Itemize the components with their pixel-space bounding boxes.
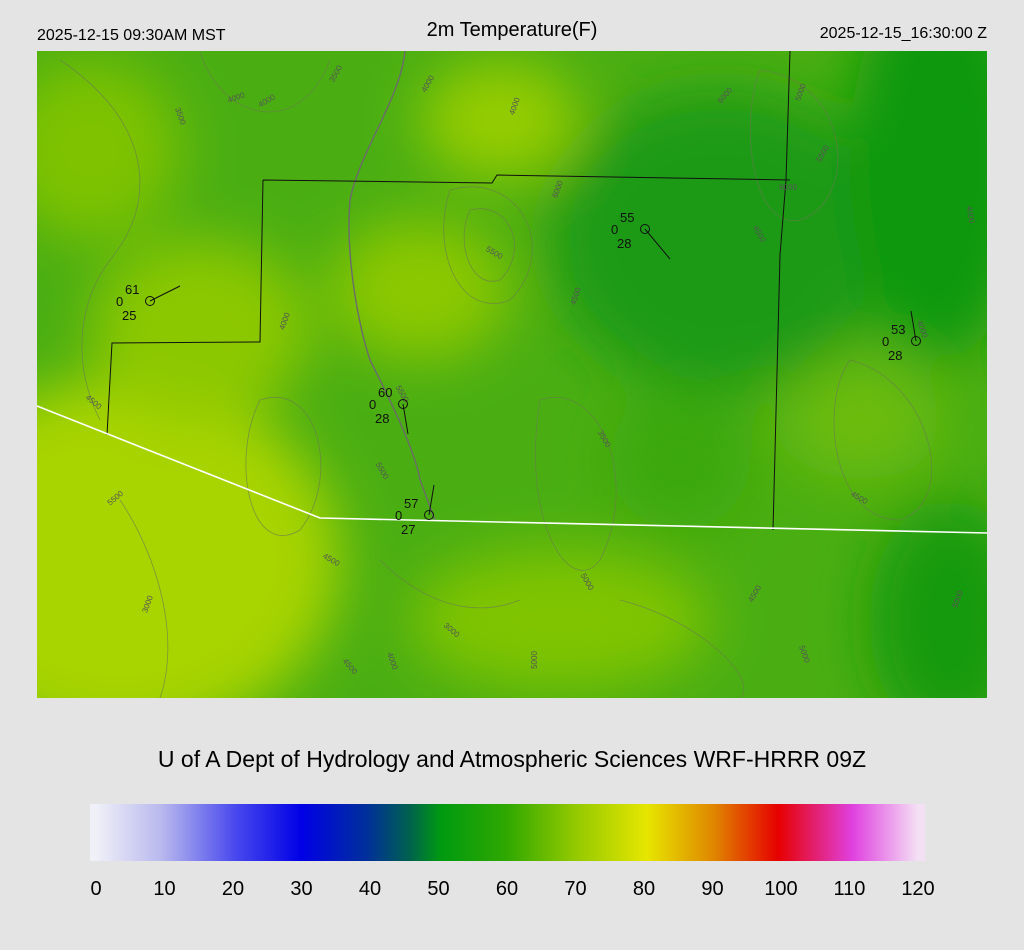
wind-barb (428, 484, 435, 516)
colorbar-tick-label: 0 (90, 878, 101, 900)
road (348, 51, 436, 521)
colorbar-tick-label: 90 (701, 878, 723, 900)
wind-barb (910, 310, 917, 342)
county-borders (106, 51, 791, 531)
state-border (37, 405, 987, 534)
colorbar-tick-label: 110 (834, 878, 866, 900)
colorbar-ticks: 0 10 20 30 40 50 60 70 80 90 100 110 120 (90, 878, 934, 900)
colorbar-tick-label: 120 (901, 878, 934, 900)
station-marker (145, 296, 155, 306)
station-temperature: 55 (620, 210, 634, 225)
station-wind: 0 (116, 294, 123, 309)
station-dewpoint: 28 (888, 348, 902, 363)
colorbar-tick-label: 20 (222, 878, 244, 900)
station-temperature: 61 (125, 282, 139, 297)
colorbar-tick-label: 80 (633, 878, 655, 900)
station-marker (398, 399, 408, 409)
station-temperature: 53 (891, 322, 905, 337)
station-marker (424, 510, 434, 520)
station-dewpoint: 28 (375, 411, 389, 426)
station-dewpoint: 27 (401, 522, 415, 537)
wind-barb (149, 285, 181, 302)
map-title: 2m Temperature(F) (427, 19, 598, 41)
colorbar-tick-label: 10 (153, 878, 175, 900)
station-wind: 0 (611, 222, 618, 237)
wind-barb (644, 228, 671, 260)
contour-label: 6000 (779, 183, 797, 192)
colorbar (90, 804, 925, 861)
station-wind: 0 (395, 508, 402, 523)
contour-label: 5000 (530, 651, 539, 669)
station-marker (911, 336, 921, 346)
station-dewpoint: 28 (617, 236, 631, 251)
station-temperature: 60 (378, 385, 392, 400)
colorbar-tick-label: 100 (764, 878, 797, 900)
colorbar-tick-label: 70 (564, 878, 586, 900)
station-wind: 0 (369, 397, 376, 412)
contour-label: 4000 (964, 205, 976, 225)
valid-local: 2025-12-15 09:30AM MST (37, 27, 226, 44)
station-temperature: 57 (404, 496, 418, 511)
credit: U of A Dept of Hydrology and Atmospheric… (158, 746, 866, 772)
temperature-field (37, 51, 987, 698)
wind-barb (402, 403, 409, 435)
station-dewpoint: 25 (122, 308, 136, 323)
colorbar-tick-label: 50 (427, 878, 449, 900)
valid-utc: 2025-12-15_16:30:00 Z (820, 25, 987, 42)
station-marker (640, 224, 650, 234)
station-wind: 0 (882, 334, 889, 349)
contours (59, 51, 933, 698)
colorbar-tick-label: 30 (290, 878, 312, 900)
colorbar-tick-label: 60 (496, 878, 518, 900)
colorbar-tick-label: 40 (359, 878, 381, 900)
